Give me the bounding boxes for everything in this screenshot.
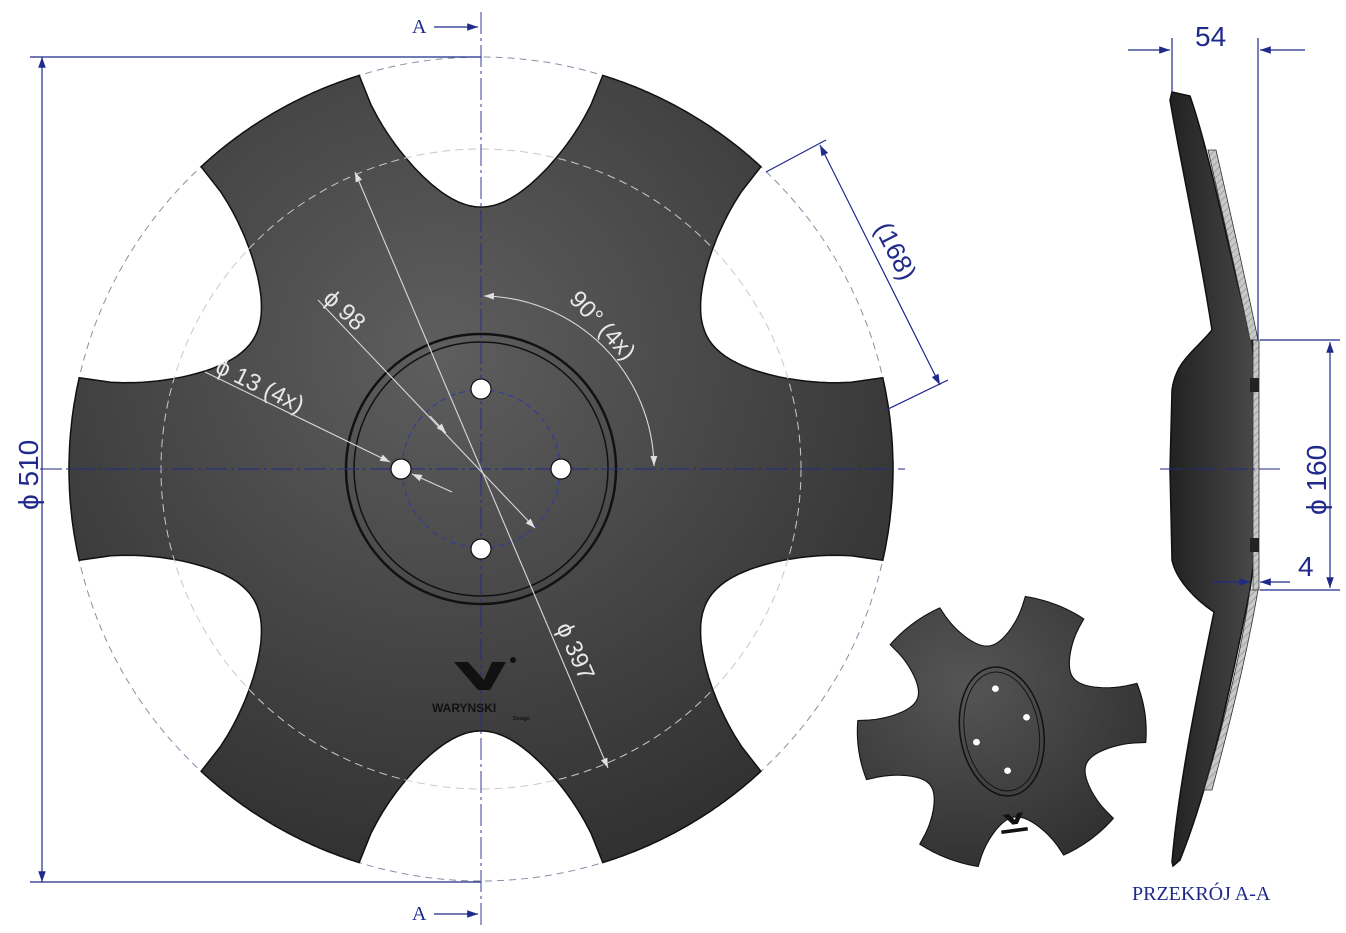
label-thickness-4: 4 (1298, 551, 1314, 582)
section-marker-top: A (412, 16, 478, 38)
logo-name: WARYNSKI (432, 701, 496, 715)
label-hub-160: ϕ 160 (1301, 445, 1332, 515)
angle-arc (483, 292, 658, 467)
diameter-397-line (354, 171, 609, 769)
warynski-logo: WARYNSKI Design (432, 657, 530, 722)
label-diameter-510: ϕ 510 (13, 440, 44, 510)
logo-tagline: Design (513, 716, 530, 722)
section-hole-lower (1250, 538, 1259, 552)
logo-registered-mark (510, 657, 516, 663)
ext-line-168-a (765, 139, 827, 173)
logo-w-mark (454, 662, 506, 690)
small-hole-3 (973, 738, 980, 746)
bolt-hole-left (390, 458, 412, 480)
small-hole-2 (1023, 714, 1030, 721)
diameter-98-arrow2 (429, 415, 447, 434)
hole-13-line (204, 371, 391, 463)
section-view: 54 ϕ 160 4 PRZEKRÓJ A-A (1128, 21, 1340, 905)
section-hatch-lower (1203, 589, 1259, 791)
small-hole-4 (1004, 767, 1012, 774)
bolt-hole-top (470, 378, 492, 400)
small-logo-bar (1001, 826, 1028, 835)
section-letter-top: A (412, 16, 427, 38)
diameter-98-line (317, 299, 536, 529)
label-notch-168: (168) (869, 217, 923, 285)
section-hole-upper (1250, 378, 1259, 392)
blade-profile (1169, 91, 1257, 868)
main-disc-view: ϕ 98 ϕ 13 (4x) 90° (4x) ϕ 397 WARYNSKI D… (13, 12, 949, 925)
bolt-hole-bottom (470, 538, 492, 560)
dim-line-168 (819, 144, 941, 386)
ext-line-168-b (885, 379, 949, 411)
isometric-view (856, 595, 1147, 868)
section-hatch-hub (1252, 339, 1260, 591)
section-title: PRZEKRÓJ A-A (1132, 881, 1271, 905)
small-hole-1 (992, 685, 999, 692)
section-letter-bottom: A (412, 903, 427, 925)
hole-13-line2 (411, 473, 453, 493)
bolt-hole-right (550, 458, 572, 480)
section-marker-bottom: A (412, 903, 478, 925)
small-logo-mark (1002, 812, 1023, 825)
small-hub-outer (958, 666, 1046, 797)
label-depth-54: 54 (1195, 21, 1226, 52)
small-hub-inner (963, 671, 1041, 792)
small-notched-disc (856, 595, 1147, 868)
